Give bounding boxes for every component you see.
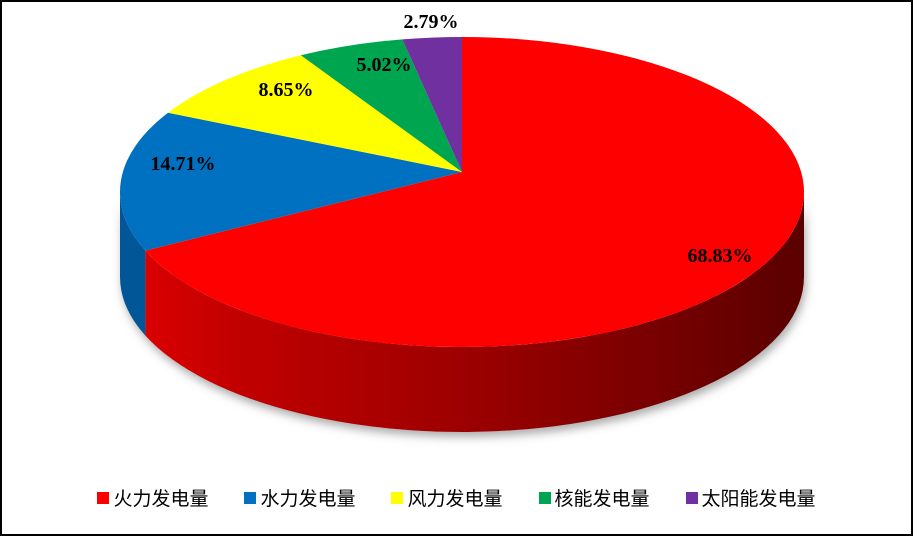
legend-swatch-hydro (244, 491, 257, 504)
legend-swatch-solar (685, 491, 698, 504)
legend-label-thermal: 火力发电量 (113, 489, 209, 510)
data-labels: 68.83% 14.71% 8.65% 5.02% 2.79% (151, 11, 753, 267)
legend-item-hydro[interactable]: 水力发电量 (244, 484, 355, 511)
legend-label-nuclear: 核能发电量 (554, 489, 650, 510)
pie-top-surface (119, 37, 804, 347)
data-label-nuclear: 5.02% (357, 54, 412, 76)
legend-swatch-nuclear (538, 491, 551, 504)
data-label-solar: 2.79% (404, 11, 459, 33)
pie-slice-2[interactable] (168, 55, 462, 172)
data-label-thermal: 68.83% (688, 245, 753, 267)
pie-slice-1[interactable] (119, 112, 462, 251)
pie-slice-side-0 (145, 192, 804, 433)
data-label-wind: 8.65% (259, 79, 314, 101)
data-label-hydro: 14.71% (151, 153, 216, 175)
pie-slice-4[interactable] (402, 37, 462, 172)
legend-label-hydro: 水力发电量 (260, 489, 356, 510)
pie-side-walls (120, 192, 804, 433)
legend-item-thermal[interactable]: 火力发电量 (97, 484, 208, 511)
legend-item-solar[interactable]: 太阳能发电量 (685, 484, 816, 511)
pie-slice-side-1 (120, 192, 146, 336)
legend-swatch-wind (391, 491, 404, 504)
legend-item-nuclear[interactable]: 核能发电量 (538, 484, 650, 511)
legend-label-wind: 风力发电量 (407, 489, 503, 510)
pie-slice-3[interactable] (300, 39, 462, 172)
pie-slice-0[interactable] (145, 37, 804, 347)
legend-swatch-thermal (97, 491, 110, 504)
legend-label-solar: 太阳能发电量 (701, 489, 816, 510)
legend-item-wind[interactable]: 风力发电量 (391, 484, 503, 511)
legend: 火力发电量 水力发电量 风力发电量 核能发电量 太阳能发电量 (2, 484, 911, 511)
